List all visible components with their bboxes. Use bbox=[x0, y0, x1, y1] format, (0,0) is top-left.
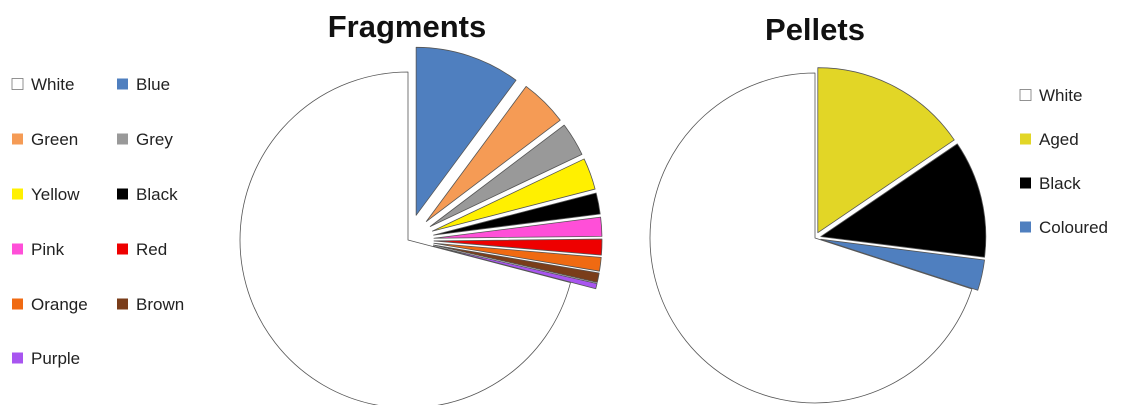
legend-swatch bbox=[117, 78, 128, 90]
pie-slice-fragments-green bbox=[425, 86, 561, 222]
legend-item-fragments-purple: Purple bbox=[12, 349, 80, 368]
legend-pellets: White Aged Black Coloured bbox=[1019, 86, 1108, 237]
legend-label: Brown bbox=[136, 295, 184, 314]
legend-item-fragments-red: Red bbox=[117, 240, 167, 259]
pie-slice-fragments-white bbox=[239, 71, 571, 405]
legend-label: Orange bbox=[31, 295, 88, 314]
legend-item-fragments-yellow: Yellow bbox=[12, 185, 80, 204]
legend-swatch bbox=[12, 243, 23, 255]
legend-item-fragments-orange: Orange bbox=[12, 295, 88, 314]
legend-label: White bbox=[1039, 86, 1082, 105]
legend-swatch bbox=[12, 298, 23, 310]
pie-slice-fragments-orange bbox=[433, 242, 602, 272]
legend-swatch bbox=[12, 352, 23, 364]
legend-label: Yellow bbox=[31, 185, 80, 204]
legend-item-fragments-grey: Grey bbox=[117, 130, 173, 149]
legend-fragments: White Blue Green Grey Yellow Black Pink Red Oran… bbox=[11, 75, 184, 368]
legend-item-pellets-white: White bbox=[1019, 86, 1082, 105]
legend-item-fragments-white: White bbox=[11, 75, 74, 94]
legend-label: Red bbox=[136, 240, 167, 259]
legend-item-pellets-coloured: Coloured bbox=[1020, 218, 1108, 237]
legend-item-fragments-pink: Pink bbox=[12, 240, 65, 259]
pie-slice-fragments-purple bbox=[432, 245, 598, 290]
pie-slice-fragments-black bbox=[433, 192, 601, 236]
legend-swatch bbox=[12, 188, 23, 200]
legend-item-fragments-brown: Brown bbox=[117, 295, 184, 314]
legend-swatch bbox=[117, 188, 128, 200]
pie-slice-pellets-aged bbox=[817, 67, 955, 234]
legend-label: Coloured bbox=[1039, 218, 1108, 237]
pie-slice-fragments-grey bbox=[429, 124, 583, 227]
legend-label: Grey bbox=[136, 130, 173, 149]
pie-slice-fragments-red bbox=[433, 238, 603, 256]
pie-slice-pellets-coloured bbox=[820, 238, 985, 291]
legend-swatch bbox=[117, 298, 128, 310]
pie-slice-fragments-pink bbox=[433, 216, 603, 239]
pie-slice-pellets-black bbox=[820, 143, 987, 258]
pie-fragments bbox=[239, 46, 603, 405]
chart-title-fragments: Fragments bbox=[328, 9, 486, 44]
legend-swatch bbox=[1020, 177, 1031, 189]
pie-slice-fragments-blue bbox=[415, 46, 517, 216]
legend-item-pellets-black: Black bbox=[1020, 174, 1081, 193]
legend-swatch bbox=[1020, 221, 1031, 233]
legend-label: Black bbox=[1039, 174, 1081, 193]
pie-slice-fragments-yellow bbox=[432, 158, 596, 232]
legend-item-fragments-blue: Blue bbox=[117, 75, 170, 94]
legend-item-fragments-green: Green bbox=[12, 130, 78, 149]
legend-swatch bbox=[12, 133, 23, 145]
chart-title-pellets: Pellets bbox=[765, 12, 865, 47]
legend-label: Pink bbox=[31, 240, 65, 259]
legend-label: Green bbox=[31, 130, 78, 149]
legend-item-pellets-aged: Aged bbox=[1020, 130, 1079, 149]
pie-slice-fragments-brown bbox=[433, 244, 600, 283]
legend-swatch bbox=[1019, 89, 1032, 101]
legend-swatch bbox=[1020, 133, 1031, 145]
legend-swatch bbox=[117, 243, 128, 255]
legend-item-fragments-black: Black bbox=[117, 185, 178, 204]
pie-pellets bbox=[649, 67, 987, 404]
legend-label: Aged bbox=[1039, 130, 1079, 149]
legend-label: Purple bbox=[31, 349, 80, 368]
pie-slice-pellets-white bbox=[649, 72, 973, 404]
legend-swatch bbox=[117, 133, 128, 145]
legend-label: Blue bbox=[136, 75, 170, 94]
legend-label: Black bbox=[136, 185, 178, 204]
legend-swatch bbox=[11, 78, 24, 90]
legend-label: White bbox=[31, 75, 74, 94]
